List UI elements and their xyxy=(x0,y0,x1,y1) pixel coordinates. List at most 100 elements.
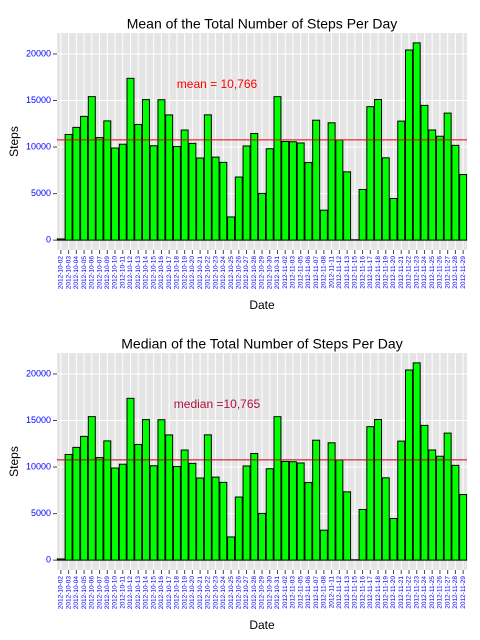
y-tick-label: 15000 xyxy=(26,95,51,105)
x-tick-label: 2012-10-22 xyxy=(205,576,212,610)
bar xyxy=(273,416,282,561)
bar xyxy=(288,461,297,561)
bar xyxy=(343,491,352,561)
bar xyxy=(258,192,266,241)
bar xyxy=(451,464,460,561)
bar xyxy=(319,209,328,241)
bar xyxy=(227,536,236,561)
bar xyxy=(157,419,166,561)
bar xyxy=(381,477,390,561)
bar xyxy=(234,496,243,561)
bar xyxy=(242,465,251,561)
bar xyxy=(412,362,421,561)
x-tick-label: 2012-10-23 xyxy=(212,576,219,610)
bar xyxy=(234,176,243,241)
bar xyxy=(180,449,189,561)
x-tick-label: 2012-11-29 xyxy=(460,576,467,609)
bar xyxy=(118,143,127,241)
x-tick-label: 2012-10-05 xyxy=(81,576,88,610)
y-tick-label: 20000 xyxy=(26,48,51,58)
bar xyxy=(250,452,259,561)
bar xyxy=(134,123,143,241)
x-tick-label: 2012-10-14 xyxy=(143,576,150,610)
bar xyxy=(188,462,197,561)
x-tick-label: 2012-10-09 xyxy=(104,576,111,610)
bar xyxy=(288,141,297,241)
x-tick-label: 2012-11-11 xyxy=(328,576,335,609)
bar xyxy=(428,449,437,561)
x-tick-label: 2012-11-16 xyxy=(359,256,366,289)
bar xyxy=(211,476,220,561)
bar xyxy=(242,145,251,241)
bar xyxy=(56,558,65,561)
bar xyxy=(443,112,452,241)
x-tick-label: 2012-10-27 xyxy=(243,576,250,610)
bar xyxy=(374,418,383,561)
x-tick-label: 2012-10-13 xyxy=(135,256,142,290)
bar xyxy=(149,465,158,561)
x-tick-label: 2012-11-25 xyxy=(429,576,436,609)
bar xyxy=(149,145,158,241)
bar xyxy=(126,77,135,241)
bar xyxy=(95,137,104,241)
x-tick-label: 2012-11-27 xyxy=(444,576,451,609)
x-tick-label: 2012-11-25 xyxy=(429,256,436,289)
x-tick-label: 2012-11-07 xyxy=(313,576,320,609)
bar xyxy=(111,467,119,561)
bar xyxy=(281,460,290,561)
x-tick-label: 2012-11-11 xyxy=(328,256,335,289)
x-tick-label: 2012-10-03 xyxy=(65,256,72,290)
x-tick-label: 2012-10-06 xyxy=(89,576,96,610)
x-tick-label: 2012-10-18 xyxy=(174,576,181,610)
x-tick-label: 2012-11-03 xyxy=(290,576,297,609)
x-tick-label: 2012-10-30 xyxy=(266,576,273,610)
bar xyxy=(219,161,228,241)
bar xyxy=(312,119,321,241)
y-tick-label: 5000 xyxy=(31,188,51,198)
bar xyxy=(211,156,220,241)
x-tick-label: 2012-11-13 xyxy=(344,576,351,609)
bar xyxy=(87,416,96,561)
bar xyxy=(180,129,189,241)
x-tick-label: 2012-11-24 xyxy=(421,576,428,609)
x-tick-label: 2012-10-10 xyxy=(112,576,119,610)
bar xyxy=(265,468,274,561)
x-tick-label: 2012-10-29 xyxy=(259,256,266,290)
bar xyxy=(103,120,112,241)
bar xyxy=(304,482,313,561)
bar xyxy=(141,419,150,561)
x-tick-label: 2012-11-28 xyxy=(452,256,459,289)
x-tick-label: 2012-11-19 xyxy=(382,256,389,289)
y-axis-label: Steps xyxy=(7,126,21,157)
bar xyxy=(296,142,305,241)
x-tick-label: 2012-10-21 xyxy=(197,256,204,290)
y-tick-label: 5000 xyxy=(31,508,51,518)
bar xyxy=(196,157,205,241)
bar xyxy=(281,140,290,241)
bar xyxy=(319,529,328,561)
x-tick-label: 2012-10-07 xyxy=(96,576,103,610)
x-tick-label: 2012-10-05 xyxy=(81,256,88,290)
x-tick-label: 2012-10-22 xyxy=(205,256,212,290)
x-tick-label: 2012-11-08 xyxy=(321,576,328,609)
chart: Mean of the Total Number of Steps Per Da… xyxy=(7,16,468,312)
bar xyxy=(335,459,344,561)
x-tick-label: 2012-11-16 xyxy=(359,576,366,609)
bar xyxy=(258,512,266,561)
x-tick-label: 2012-10-15 xyxy=(150,256,157,290)
x-tick-label: 2012-10-24 xyxy=(220,576,227,610)
x-tick-label: 2012-10-09 xyxy=(104,256,111,290)
x-tick-label: 2012-11-23 xyxy=(413,576,420,609)
bar xyxy=(327,122,336,241)
y-tick-label: 0 xyxy=(46,235,51,245)
x-tick-label: 2012-11-02 xyxy=(282,256,289,289)
bar xyxy=(265,148,274,241)
bar xyxy=(111,147,119,241)
bar xyxy=(420,424,429,561)
x-tick-label: 2012-10-16 xyxy=(158,576,165,610)
bar xyxy=(420,104,429,241)
bar xyxy=(335,139,344,241)
bar xyxy=(343,171,352,241)
x-tick-label: 2012-10-11 xyxy=(119,576,126,609)
bar xyxy=(165,434,174,561)
